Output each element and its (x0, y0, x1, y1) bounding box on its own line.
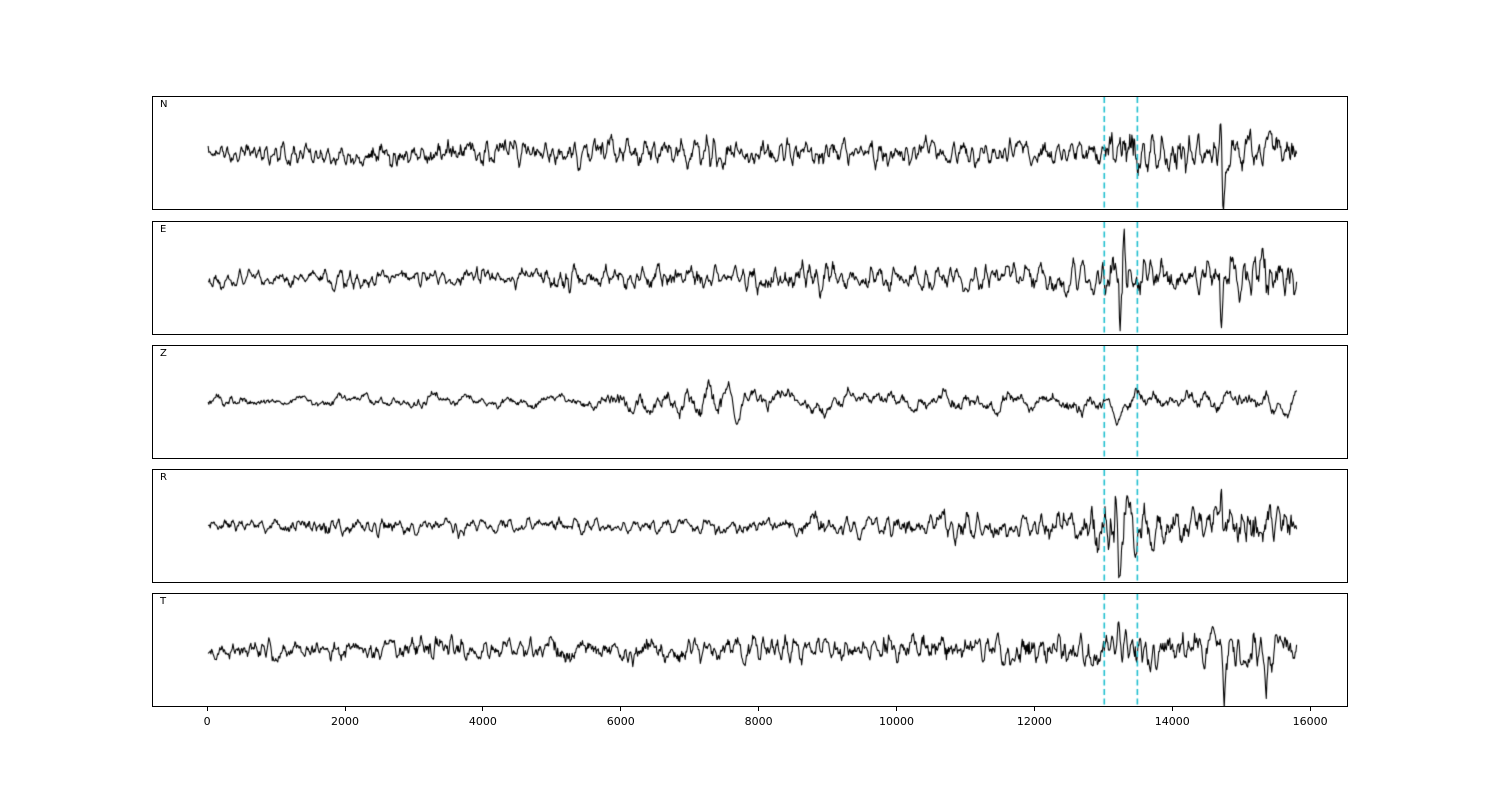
panel-label: E (160, 224, 167, 235)
x-tick (482, 707, 484, 711)
panel-E: E (152, 221, 1348, 335)
panel-R: R (152, 469, 1348, 583)
panel-label: Z (160, 348, 167, 359)
x-tick-label: 2000 (331, 715, 359, 728)
x-tick (758, 707, 760, 711)
x-tick (895, 707, 897, 711)
x-tick (1033, 707, 1035, 711)
panel-label: N (160, 99, 168, 110)
panel-label: R (160, 472, 167, 483)
x-tick (1309, 707, 1311, 711)
x-tick (1171, 707, 1173, 711)
trace-canvas-T (153, 594, 1347, 706)
panel-Z: Z (152, 345, 1348, 459)
trace-canvas-R (153, 470, 1347, 582)
x-tick (620, 707, 622, 711)
trace-canvas-Z (153, 346, 1347, 458)
trace-canvas-N (153, 97, 1347, 209)
x-tick-label: 4000 (468, 715, 497, 728)
x-tick (206, 707, 208, 711)
x-tick-label: 14000 (1154, 715, 1190, 728)
x-tick-label: 8000 (744, 715, 773, 728)
x-tick-label: 16000 (1292, 715, 1328, 728)
panel-label: T (160, 596, 167, 607)
x-tick (344, 707, 346, 711)
panel-T: T (152, 593, 1348, 707)
x-tick-label: 0 (203, 715, 211, 728)
panel-N: N (152, 96, 1348, 210)
x-axis: 0 2000 4000 6000 8000 10000 12000 14000 16000 (152, 707, 1348, 737)
x-tick-label: 10000 (878, 715, 914, 728)
x-tick-label: 6000 (606, 715, 635, 728)
x-tick-label: 12000 (1016, 715, 1052, 728)
trace-canvas-E (153, 222, 1347, 334)
